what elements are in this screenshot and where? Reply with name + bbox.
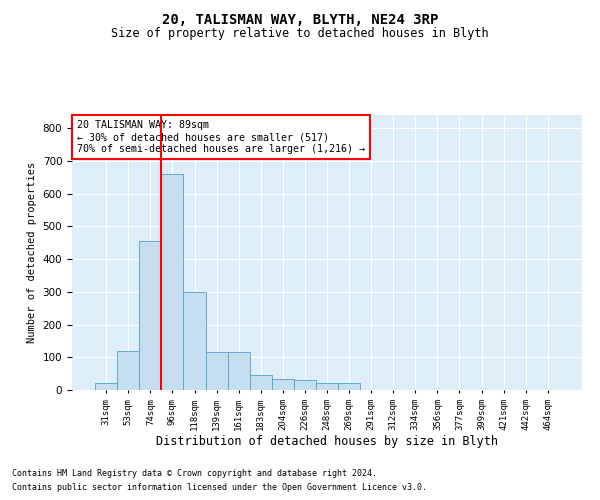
Text: Size of property relative to detached houses in Blyth: Size of property relative to detached ho… xyxy=(111,28,489,40)
Bar xyxy=(139,241,161,390)
Bar xyxy=(206,352,227,390)
Bar xyxy=(117,350,139,390)
Y-axis label: Number of detached properties: Number of detached properties xyxy=(27,162,37,343)
Bar xyxy=(294,380,316,390)
Bar xyxy=(227,352,250,390)
Bar xyxy=(338,384,360,390)
Bar xyxy=(316,384,338,390)
Bar xyxy=(184,292,206,390)
Text: Contains public sector information licensed under the Open Government Licence v3: Contains public sector information licen… xyxy=(12,484,427,492)
Bar xyxy=(250,376,272,390)
Text: 20, TALISMAN WAY, BLYTH, NE24 3RP: 20, TALISMAN WAY, BLYTH, NE24 3RP xyxy=(162,12,438,26)
Text: 20 TALISMAN WAY: 89sqm
← 30% of detached houses are smaller (517)
70% of semi-de: 20 TALISMAN WAY: 89sqm ← 30% of detached… xyxy=(77,120,365,154)
X-axis label: Distribution of detached houses by size in Blyth: Distribution of detached houses by size … xyxy=(156,436,498,448)
Bar xyxy=(272,378,294,390)
Bar xyxy=(95,384,117,390)
Text: Contains HM Land Registry data © Crown copyright and database right 2024.: Contains HM Land Registry data © Crown c… xyxy=(12,468,377,477)
Bar xyxy=(161,174,184,390)
